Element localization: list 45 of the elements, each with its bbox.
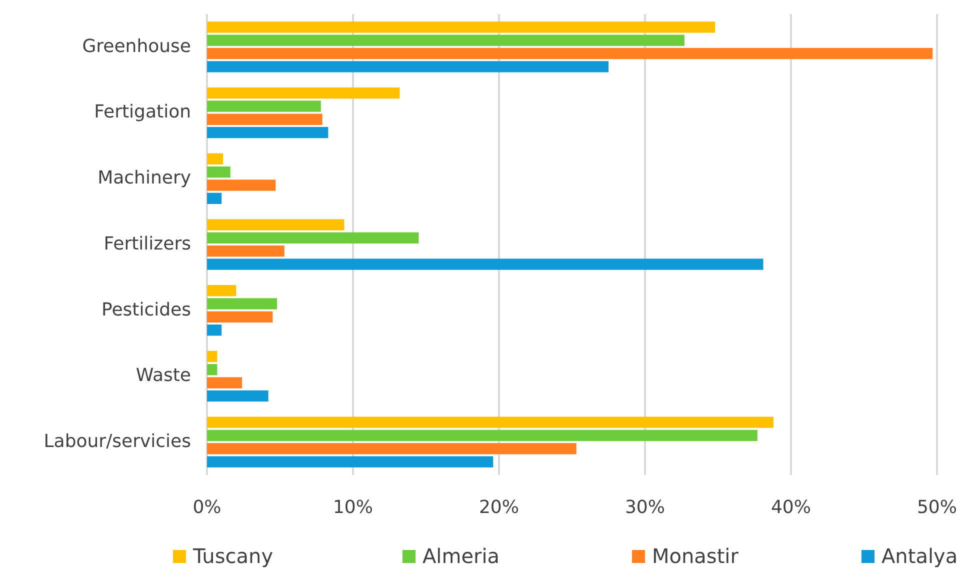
bar <box>207 126 328 138</box>
bar <box>207 390 268 402</box>
bar <box>207 34 684 46</box>
y-tick-label: Greenhouse <box>82 36 191 57</box>
legend-label: Monastir <box>652 544 740 568</box>
y-tick-label: Labour/servicies <box>44 430 191 452</box>
bar <box>207 443 576 454</box>
bar <box>207 87 400 99</box>
bar <box>207 232 419 244</box>
x-tick-label: 30% <box>624 497 666 518</box>
bar <box>207 456 494 468</box>
bar <box>207 153 224 164</box>
bar <box>207 246 284 257</box>
legend-label: Almeria <box>422 544 500 568</box>
bar <box>207 364 218 376</box>
bar <box>207 166 230 178</box>
bar <box>207 48 933 60</box>
bar <box>207 258 764 270</box>
bar <box>207 416 774 428</box>
x-tick-label: 10% <box>332 497 374 518</box>
bar <box>207 22 716 33</box>
x-tick-label: 50% <box>916 497 958 518</box>
bar <box>207 180 276 191</box>
y-tick-label: Machinery <box>98 168 192 189</box>
x-tick-label: 40% <box>770 497 812 518</box>
bar <box>207 114 322 125</box>
bar <box>207 430 758 442</box>
bar <box>207 192 222 204</box>
y-tick-label: Fertigation <box>94 102 191 123</box>
y-tick-label: Waste <box>136 365 191 386</box>
x-tick-label: 0% <box>192 497 222 518</box>
bar <box>207 100 321 112</box>
bar <box>207 377 242 388</box>
y-tick-label: Pesticides <box>102 299 191 320</box>
x-tick-label: 20% <box>478 497 520 518</box>
bar <box>207 61 608 72</box>
legend-label: Antalya <box>882 544 958 568</box>
bar <box>207 350 218 362</box>
legend-label: Tuscany <box>192 544 274 568</box>
bar <box>207 285 236 296</box>
bar <box>207 219 344 230</box>
bar <box>207 298 278 310</box>
bar <box>207 324 222 336</box>
y-tick-label: Fertilizers <box>104 233 191 254</box>
bar <box>207 311 273 323</box>
